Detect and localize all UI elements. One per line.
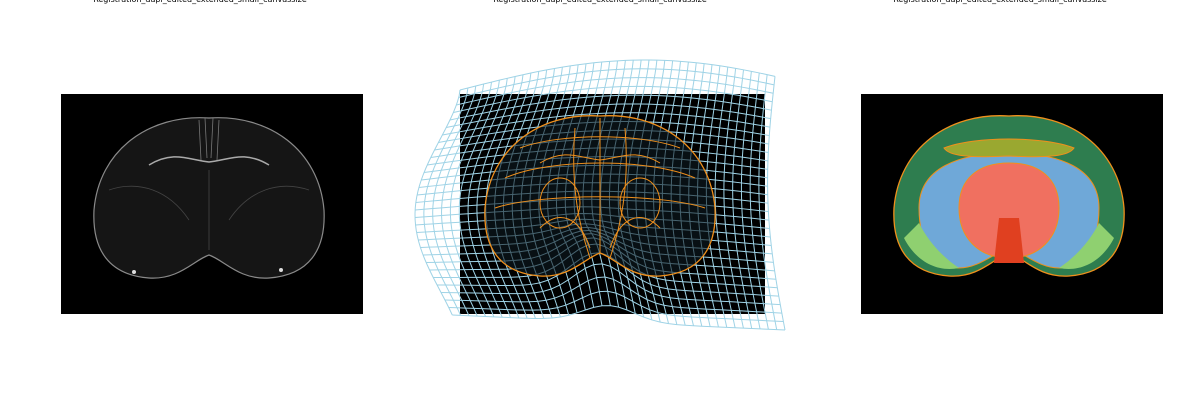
midline [198, 117, 220, 161]
dapi-image [61, 94, 363, 314]
grid-line [444, 276, 782, 314]
grid-line [767, 76, 786, 331]
grid-line [453, 85, 773, 113]
bright-spot [132, 270, 136, 274]
grid-line [414, 89, 461, 316]
ventral-region [904, 223, 959, 269]
ventral-region [1059, 223, 1114, 269]
grid-line [442, 112, 771, 136]
region-outlines [494, 118, 706, 259]
panel-title: Registration_dapi_edited_extended_small_… [93, 0, 307, 4]
atlas-regions [893, 115, 1125, 277]
grid-line [458, 68, 775, 98]
atlas-image [861, 94, 1163, 314]
grid-line [449, 94, 772, 121]
atlas-outlines [484, 115, 716, 277]
panel-title: Registration_dapi_edited_extended_small_… [493, 0, 707, 4]
thalamus [958, 162, 1060, 259]
panel-title: Registration_dapi_edited_extended_small_… [893, 0, 1107, 4]
bright-spot [279, 268, 283, 272]
registration-overlay [414, 59, 786, 331]
tissue-detail [108, 170, 310, 250]
ventricle [148, 156, 270, 166]
brain-section [93, 117, 325, 279]
hippocampus [943, 138, 1075, 158]
grid-line [446, 103, 771, 128]
grid-line [459, 59, 776, 91]
midbrain [994, 218, 1024, 263]
grid-line [456, 77, 774, 106]
grid-line [448, 290, 784, 323]
grid-line [441, 263, 781, 306]
grid-line [452, 305, 786, 331]
